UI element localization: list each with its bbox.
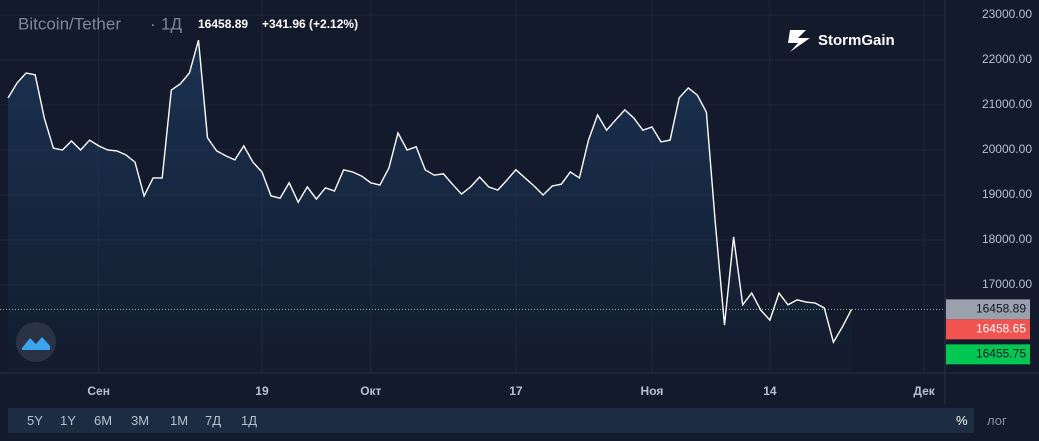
range-button[interactable]: 1Д	[241, 413, 258, 428]
symbol: Bitcoin/Tether	[18, 14, 121, 33]
price: 16458.89	[198, 17, 248, 31]
y-tick-label: 19000.00	[982, 187, 1032, 201]
toolbar: 5Y 1Y 6M 3M 1M 7Д 1Д	[8, 408, 974, 433]
price-line	[7, 40, 853, 344]
range-button[interactable]: 5Y	[27, 413, 43, 428]
y-tick-label: 18000.00	[982, 232, 1032, 246]
tv-logo-icon	[22, 337, 50, 350]
price-tag	[946, 344, 1030, 365]
logo-icon	[788, 30, 810, 52]
area-fill	[8, 40, 852, 372]
price-tag-label: 16458.65	[976, 322, 1026, 336]
price-tag	[946, 299, 1030, 320]
logo: StormGain	[818, 32, 895, 49]
log-toggle[interactable]: лог	[987, 413, 1007, 428]
y-tick-label: 21000.00	[982, 97, 1032, 111]
y-tick-label: 23000.00	[982, 7, 1032, 21]
range-button[interactable]: 3M	[131, 413, 150, 428]
interval: 1Д	[161, 14, 182, 33]
y-tick-label: 17000.00	[982, 277, 1032, 291]
y-tick-label: 22000.00	[982, 52, 1032, 66]
x-tick-label: 19	[255, 384, 269, 398]
tv-logo[interactable]	[16, 322, 56, 362]
range-button[interactable]: 6M	[94, 413, 113, 428]
separator: ·	[150, 14, 156, 33]
x-tick-label: 17	[509, 384, 523, 398]
x-tick-label: Окт	[360, 384, 381, 398]
y-tick-label: 20000.00	[982, 142, 1032, 156]
x-tick-label: Дек	[913, 384, 935, 398]
price-tag-label: 16455.75	[976, 347, 1026, 361]
change: +341.96 (+2.12%)	[262, 17, 358, 31]
x-tick-label: Сен	[87, 384, 110, 398]
x-tick-label: Ноя	[641, 384, 664, 398]
price-tag-label: 16458.89	[976, 302, 1026, 316]
toolbar-right: % лог	[945, 408, 1039, 433]
range-button[interactable]: 1Y	[60, 413, 76, 428]
price-tag	[946, 319, 1030, 340]
range-button[interactable]: 7Д	[205, 413, 222, 428]
range-button[interactable]: 1M	[170, 413, 189, 428]
percent-toggle[interactable]: %	[956, 413, 968, 428]
x-tick-label: 14	[763, 384, 777, 398]
